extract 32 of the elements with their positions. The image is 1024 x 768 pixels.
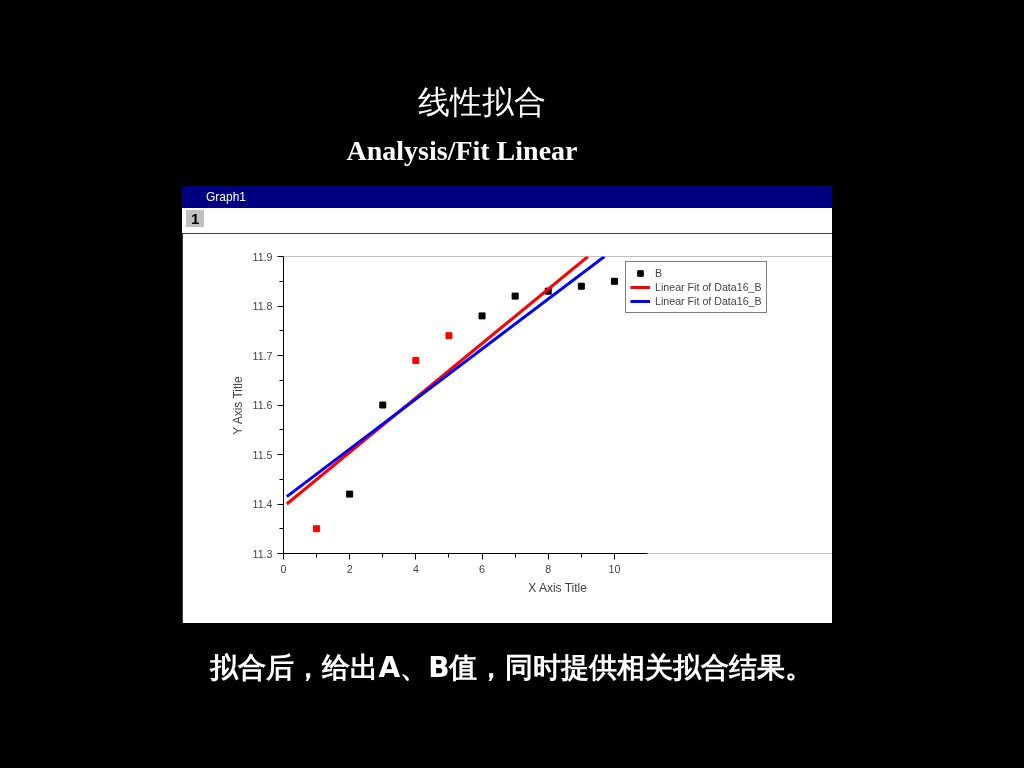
x-tick-label: 6: [479, 562, 486, 575]
y-axis-title: Y Axis Title: [230, 375, 245, 435]
y-tick-label: 11.4: [252, 497, 273, 510]
legend-label: Linear Fit of Data16_B: [655, 279, 762, 294]
text: 1: [186, 209, 205, 227]
y-tick-label: 11.5: [252, 448, 273, 461]
y-tick-label: 11.3: [252, 547, 273, 560]
x-tick-label: 8: [545, 562, 552, 575]
y-tick-label: 11.9: [252, 250, 273, 263]
point: [379, 401, 387, 409]
text: 拟合后，给出A、B值，同时提供相关拟合结果。: [210, 649, 814, 686]
y-tick-label: 11.8: [252, 299, 273, 312]
x-tick-label: 10: [608, 562, 621, 575]
y-tick-label: 11.7: [252, 349, 273, 362]
point: [610, 277, 618, 285]
point: [478, 312, 486, 320]
chart-title: 线性拟合: [418, 82, 546, 123]
x-axis-title: X Axis Title: [528, 580, 588, 595]
legend-label: B: [655, 265, 664, 280]
caption: Graph1: [206, 188, 247, 206]
point: [577, 282, 585, 290]
legend-label: Linear Fit of Data16_B: [655, 293, 762, 308]
point: [511, 292, 519, 300]
point: [412, 356, 420, 364]
y-tick-label: 11.6: [252, 398, 273, 411]
chart-subtitle: Analysis/Fit Linear: [346, 133, 578, 168]
x-tick-label: 0: [280, 562, 287, 575]
point: [445, 331, 453, 339]
x-tick-label: 4: [412, 562, 419, 575]
x-tick-label: 2: [346, 562, 353, 575]
point: [346, 490, 354, 498]
point: [313, 524, 321, 532]
